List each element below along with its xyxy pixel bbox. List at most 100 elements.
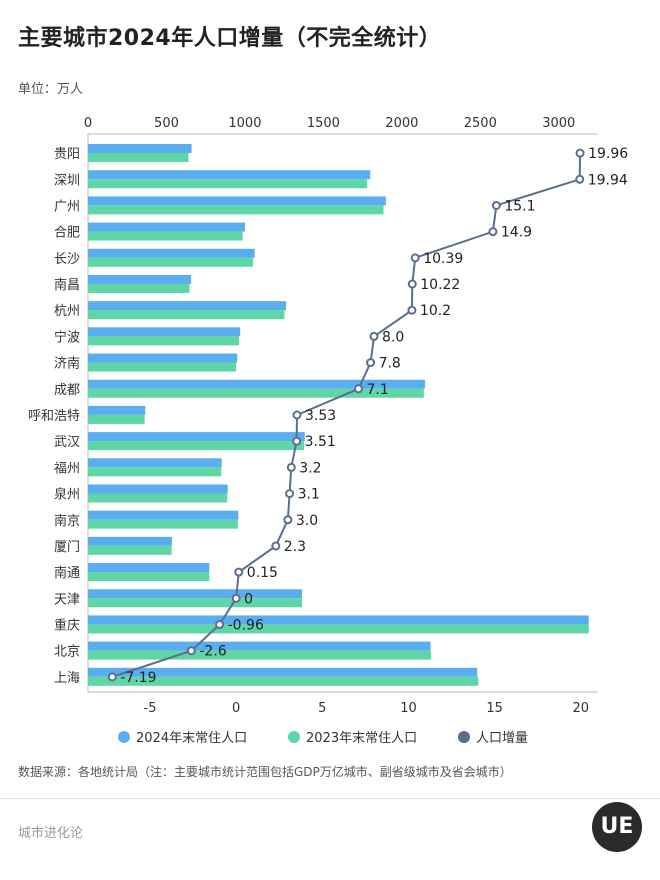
bar-2024 [88,667,478,677]
bar-2024 [88,641,431,651]
increase-point [366,358,376,368]
bar-2024 [88,432,305,442]
increase-point [107,672,117,682]
bar-2023 [88,310,285,320]
increase-data-label: -0.96 [228,618,264,634]
increase-data-label: -7.19 [120,670,156,686]
bar-2023 [88,257,254,267]
bar-2024 [88,484,228,494]
category-label: 武汉 [54,435,80,450]
increase-point [215,620,225,630]
bottom-axis-tick-label: 20 [572,701,589,716]
increase-point [488,227,498,237]
increase-point [407,305,417,315]
brand-logo: UE [592,802,642,852]
bar-2023 [88,598,303,608]
category-label: 济南 [54,356,80,372]
bar-2023 [88,179,368,189]
chart-title: 主要城市2024年人口增量（不完全统计） [18,26,442,51]
increase-point [285,489,295,499]
bar-2024 [88,301,287,311]
increase-point [186,646,196,656]
increase-point [575,148,585,158]
data-source-note: 数据来源：各地统计局（注：主要城市统计范围包括GDP万亿城市、副省级城市及省会城… [18,765,512,779]
increase-point [292,436,302,446]
legend-item-2023: 2023年末常住人口 [288,727,417,746]
legend-label-increase: 人口增量 [476,731,529,746]
increase-data-label: 7.1 [367,382,389,398]
increase-data-label: 19.96 [588,146,628,162]
increase-data-label: 10.2 [420,303,451,319]
bar-2023 [88,153,189,162]
bottom-axis-tick-label: -5 [144,701,157,716]
bar-2024 [88,379,425,389]
legend-swatch-increase [458,730,470,743]
category-label: 福州 [54,461,80,476]
chart-area: 0 500 1000 1500 2000 2500 3000 -5 0 5 10 15 20 贵阳深圳广州… [28,116,628,716]
category-label: 呼和浩特 [28,409,80,424]
increase-point [491,200,501,210]
bar-2023 [88,519,238,529]
bar-2024 [88,510,239,520]
top-axis-tick-label: 500 [154,116,179,131]
bottom-axis-tick-label: 0 [232,701,240,716]
bar-2023 [88,283,190,293]
increase-point [283,515,293,525]
increase-point [231,593,241,603]
bar-2024 [88,196,386,206]
increase-data-label: 3.0 [296,513,318,529]
category-label: 南京 [54,513,80,529]
increase-point [369,331,379,341]
category-label: 厦门 [54,540,80,555]
bottom-axis-tick-label: 15 [486,701,503,716]
category-label: 合肥 [54,226,80,241]
category-label: 贵阳 [54,147,80,162]
top-axis-tick-label: 2000 [385,116,418,131]
category-label: 南昌 [54,277,80,293]
increase-point [292,410,302,420]
brand-name: 城市进化论 [18,826,84,841]
bar-2023 [88,231,243,241]
increase-data-label: 3.51 [305,434,336,450]
top-axis-tick-label: 2500 [464,116,497,131]
bar-2023 [88,336,239,346]
bar-2024 [88,353,238,363]
increase-point [234,567,244,577]
bar-2024 [88,170,371,180]
bar-2023 [88,545,172,555]
top-axis-tick-label: 1000 [228,116,261,131]
bar-2024 [88,536,172,546]
increase-point [271,541,281,551]
category-label: 南通 [54,565,80,581]
increase-data-label: 2.3 [284,539,306,555]
bar-2023 [88,441,305,451]
bar-2024 [88,327,241,337]
legend-swatch-2024 [118,730,130,743]
bar-2024 [88,222,245,232]
legend-swatch-2023 [288,730,300,743]
increase-data-label: 15.1 [504,198,535,214]
category-label: 广州 [54,199,80,214]
increase-data-label: 3.2 [299,460,321,476]
increase-point [575,174,585,184]
legend-item-increase: 人口增量 [458,727,528,746]
category-label: 宁波 [54,329,80,345]
bar-2024 [88,144,192,153]
bar-2023 [88,362,236,372]
category-label: 上海 [54,671,80,686]
category-label: 长沙 [54,252,80,267]
increase-data-label: 19.94 [588,172,628,188]
increase-data-label: 14.9 [501,225,532,241]
increase-data-label: 0 [244,591,253,607]
category-label: 天津 [54,592,80,607]
increase-data-label: 10.39 [423,251,463,267]
increase-data-label: -2.6 [199,644,226,660]
bar-2024 [88,458,222,468]
category-label: 重庆 [54,618,80,634]
category-label: 成都 [54,383,80,398]
increase-data-label: 10.22 [420,277,460,293]
increase-point [354,384,364,394]
top-axis-tick-label: 3000 [542,116,575,131]
increase-data-label: 3.1 [298,487,320,503]
bar-2024 [88,589,303,599]
